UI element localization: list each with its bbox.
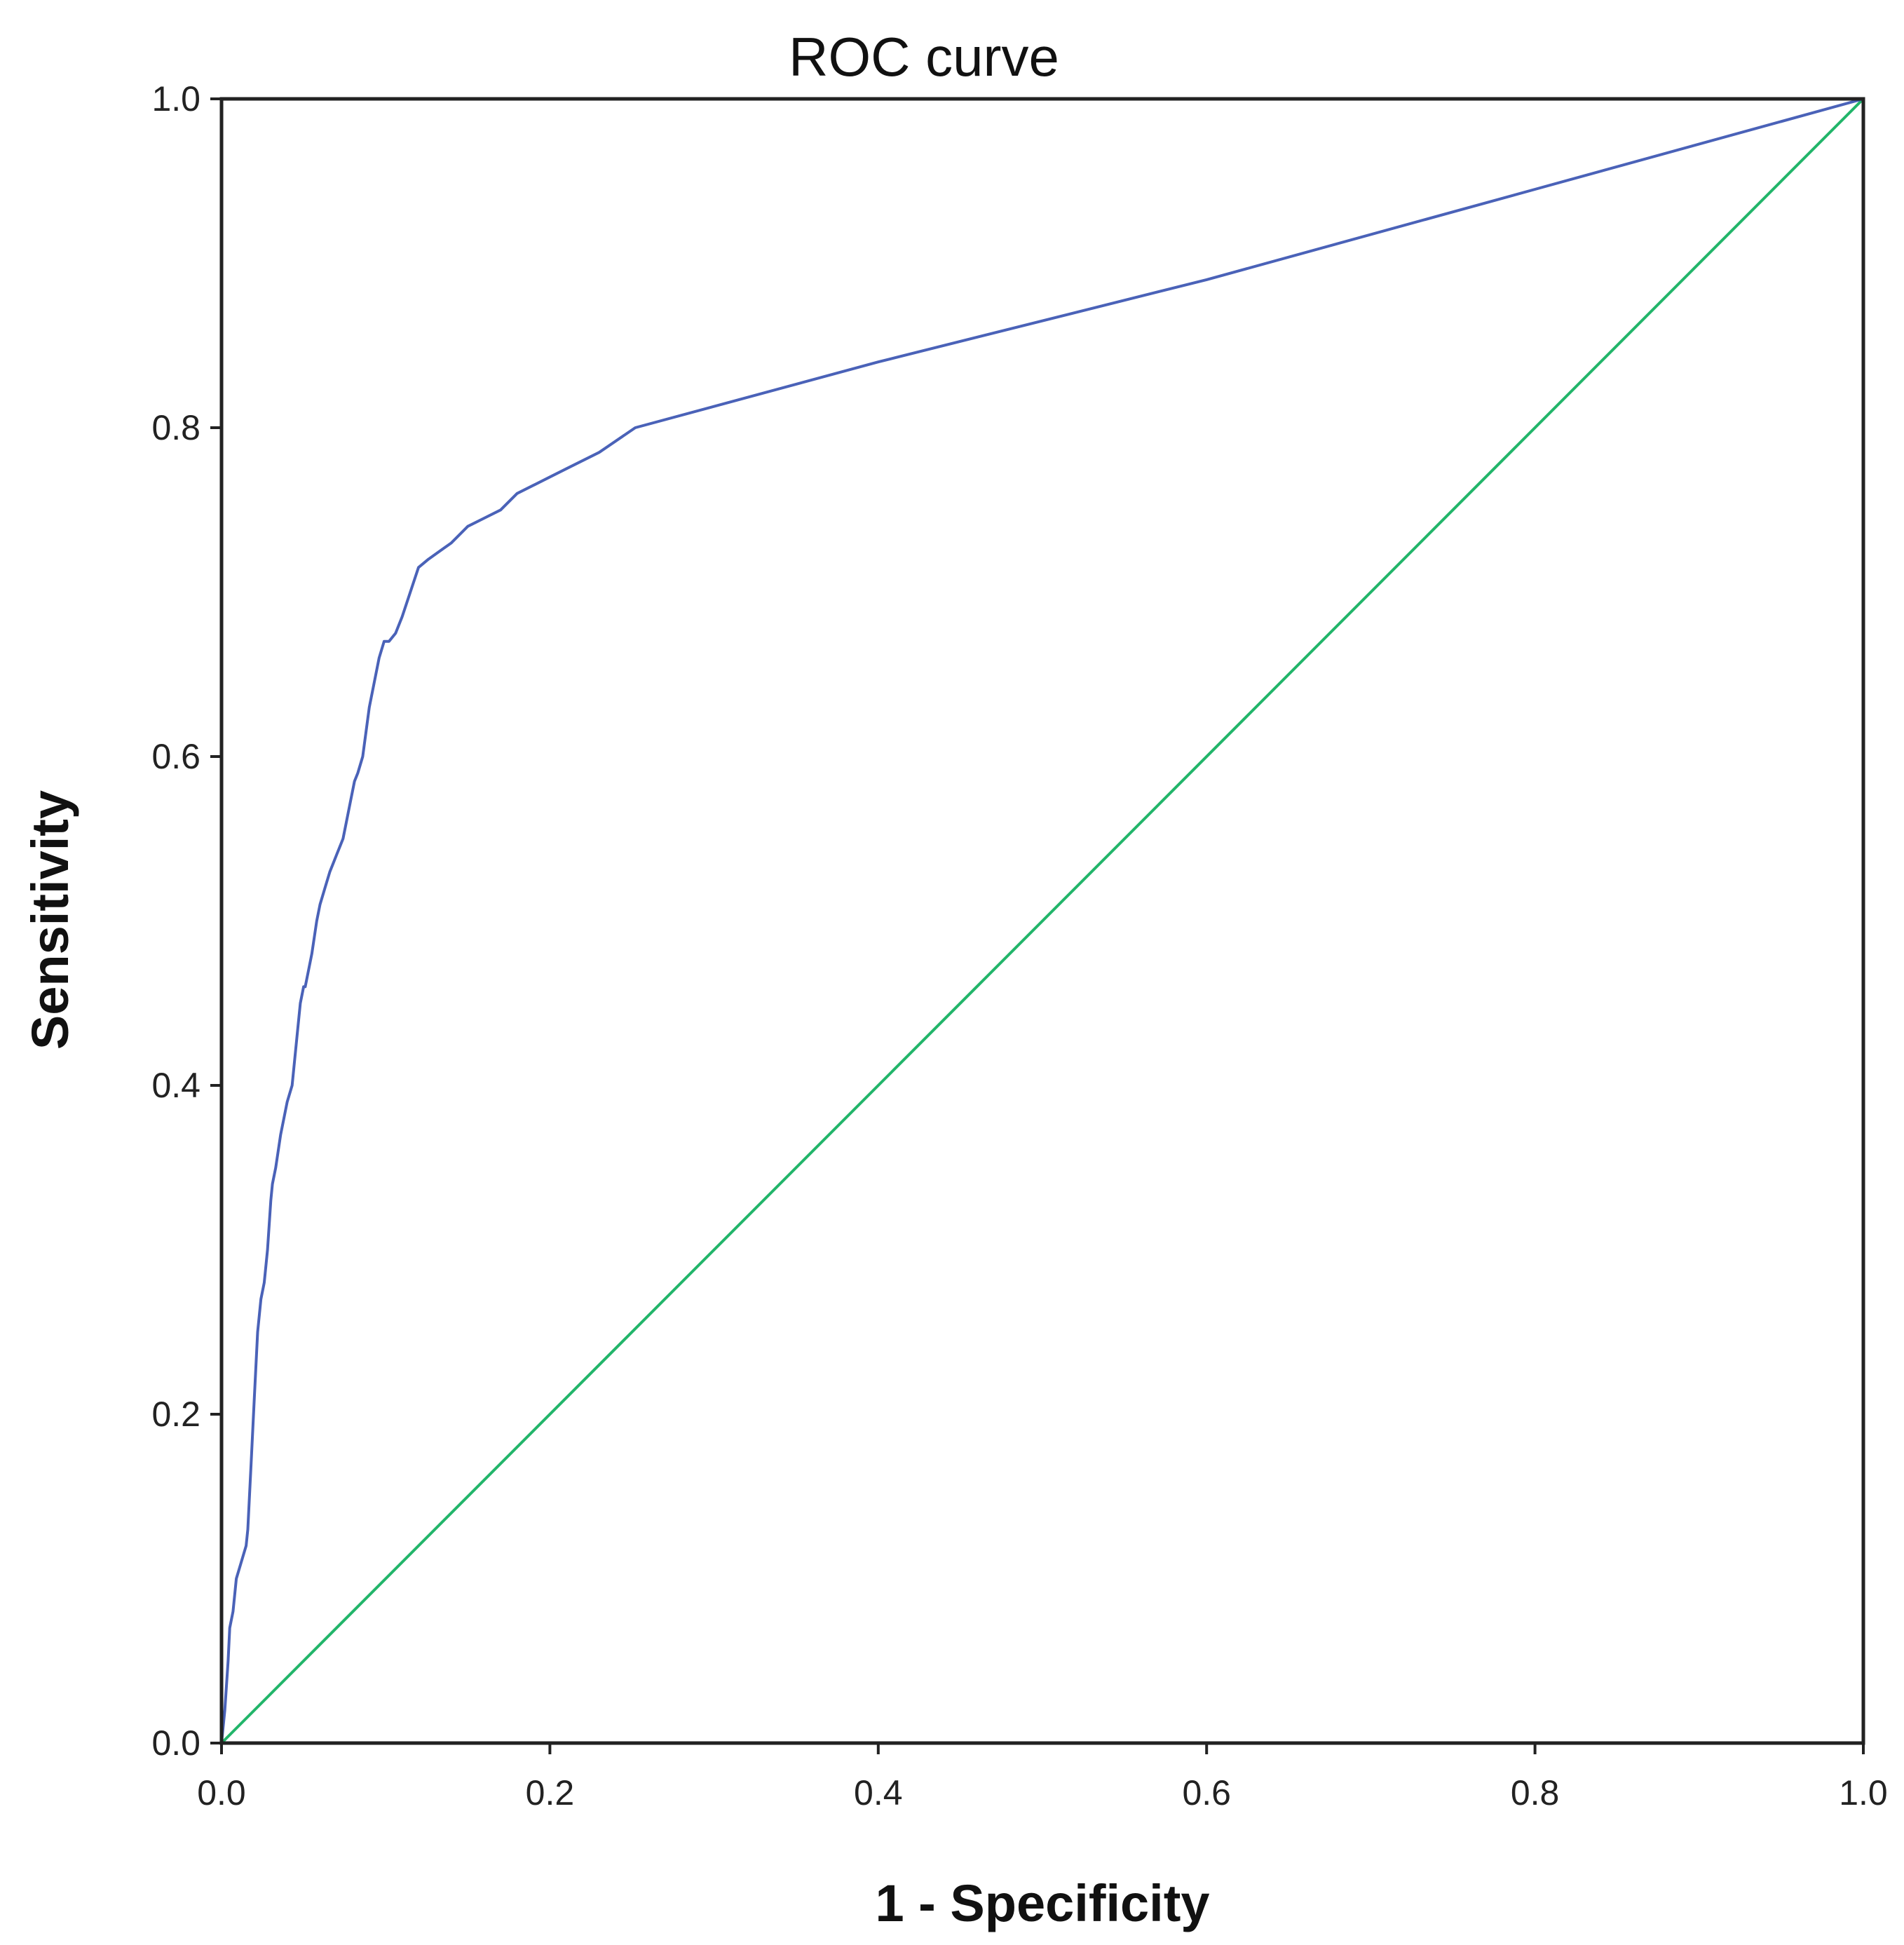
x-tick-label: 1.0 (1839, 1773, 1888, 1812)
x-tick-label: 0.8 (1511, 1773, 1560, 1812)
x-tick-label: 0.0 (197, 1773, 246, 1812)
x-axis-title: 1 - Specificity (875, 1874, 1209, 1932)
y-tick-label: 0.0 (151, 1723, 200, 1763)
chart-title: ROC curve (789, 26, 1059, 88)
x-tick-label: 0.6 (1182, 1773, 1231, 1812)
y-axis-title: Sensitivity (21, 790, 79, 1050)
y-tick-label: 0.6 (151, 737, 200, 776)
x-tick-label: 0.2 (526, 1773, 575, 1812)
roc-series-line (220, 97, 1865, 1744)
y-tick-label: 0.8 (151, 408, 200, 447)
plot-frame (219, 97, 1865, 1745)
y-tick-label: 1.0 (151, 79, 200, 118)
series-layer (220, 97, 1865, 1744)
y-axis-ticks: 0.0 0.2 0.4 0.6 0.8 1.0 (151, 79, 222, 1763)
x-axis-ticks: 0.0 0.2 0.4 0.6 0.8 1.0 (197, 1743, 1888, 1812)
reference-line-series-line (220, 97, 1865, 1744)
x-tick-label: 0.4 (854, 1773, 903, 1812)
y-tick-label: 0.2 (151, 1395, 200, 1434)
y-tick-label: 0.4 (151, 1066, 200, 1105)
